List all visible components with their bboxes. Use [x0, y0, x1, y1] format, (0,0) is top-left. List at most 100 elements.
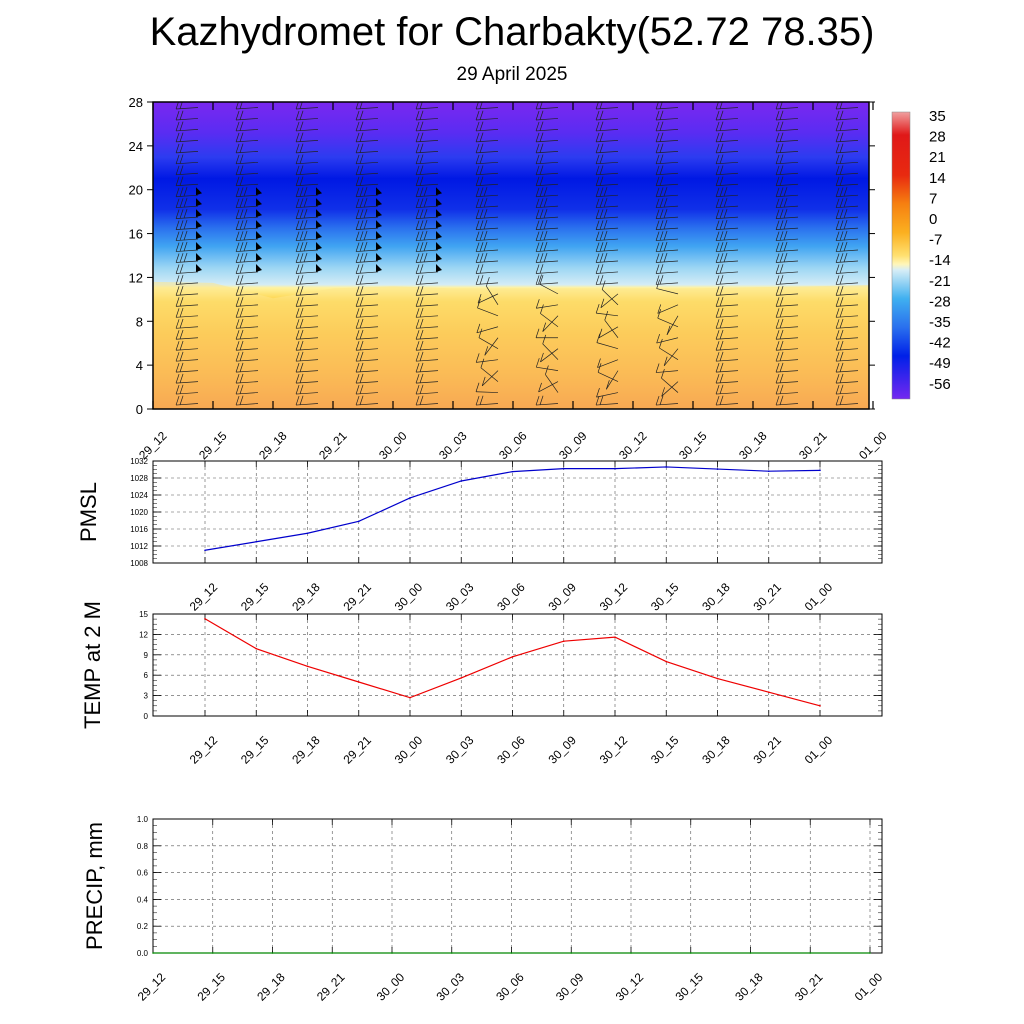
x-tick-label: 29_21: [340, 733, 374, 767]
wind-barb-flag: [179, 154, 184, 164]
wind-barb-shaft: [536, 161, 559, 165]
wind-barb-flag: [179, 231, 184, 241]
wind-barb-flag: [355, 187, 360, 197]
wind-barb-flag: [235, 275, 240, 285]
wind-barb-shaft: [356, 304, 379, 307]
wind-barb-flag: [475, 231, 480, 241]
wind-barb-flag: [239, 165, 244, 175]
data-point: [716, 677, 719, 680]
wind-barb-shaft: [236, 293, 259, 296]
wind-barb-flag: [476, 323, 481, 333]
y-tick-label: 0.0: [137, 949, 149, 958]
wind-barb-shaft: [356, 194, 379, 198]
wind-barb-flag: [715, 187, 720, 197]
wind-barb-shaft: [776, 216, 799, 220]
wind-barb-flag: [539, 187, 544, 197]
x-tick-label: 30_03: [443, 733, 477, 767]
wind-barb-shaft: [296, 293, 319, 296]
wind-barb-shaft: [540, 348, 559, 363]
wind-barb-flag: [295, 275, 300, 285]
wind-barb-shaft: [356, 260, 379, 263]
wind-barb-shaft: [661, 377, 679, 393]
wind-barb-shaft: [596, 260, 619, 263]
wind-barb-flag: [843, 252, 848, 263]
wind-barb-flag: [603, 230, 608, 241]
wind-barb-flag: [835, 297, 840, 307]
wind-barb-flag: [775, 220, 780, 230]
wind-barb-shaft: [659, 347, 679, 360]
wind-barb-flag: [599, 395, 604, 405]
wind-barb-pennant: [376, 242, 382, 251]
wind-barb-flag: [783, 252, 788, 263]
wind-barb-shaft: [716, 326, 739, 329]
wind-barb-flag: [835, 330, 840, 340]
x-tick-label: 29_18: [289, 733, 323, 767]
plot-frame: [152, 818, 883, 954]
data-point: [211, 952, 214, 954]
wind-barb-flag: [243, 252, 248, 263]
wind-barb-flag: [595, 395, 600, 406]
wind-barb-flag: [359, 275, 364, 285]
x-tick-label: 29_18: [289, 580, 323, 614]
wind-barb-flag: [480, 358, 485, 368]
wind-barb-flag: [183, 241, 188, 252]
wind-barb-flag: [723, 187, 728, 197]
wind-barb-flag: [595, 220, 600, 230]
wind-barb-flag: [299, 275, 304, 285]
wind-barb-flag: [355, 308, 360, 318]
wind-barb-flag: [175, 308, 180, 318]
wind-barb-flag: [299, 242, 304, 252]
wind-barb-shaft: [476, 227, 499, 230]
wind-barb-flag: [295, 154, 300, 164]
wind-barb-flag: [239, 176, 244, 186]
wind-barb-shaft: [716, 392, 739, 395]
wind-barb-flag: [603, 198, 608, 208]
wind-barb-flag: [839, 318, 844, 329]
wind-barb-shaft: [596, 183, 619, 187]
data-point: [306, 665, 309, 668]
y-tick-label: 1012: [130, 542, 148, 551]
wind-barb-shaft: [416, 205, 439, 209]
wind-barb-flag: [235, 176, 240, 186]
wind-barb-flag: [545, 365, 549, 375]
wind-barb-flag: [659, 121, 664, 131]
wind-barb-shaft: [236, 326, 259, 329]
wind-barb-flag: [779, 373, 784, 383]
wind-barb-flag: [723, 208, 728, 219]
wind-barb-flag: [359, 187, 364, 197]
wind-barb-shaft: [176, 392, 199, 395]
x-tick-label: 30_18: [732, 970, 766, 1004]
wind-barb-flag: [655, 176, 660, 186]
wind-barb-flag: [419, 373, 424, 383]
wind-barb-flag: [179, 176, 184, 186]
wind-barb-flag: [535, 358, 540, 368]
wind-barb-flag: [603, 241, 608, 252]
wind-barb-shaft: [296, 403, 319, 406]
wind-barb-shaft: [356, 107, 379, 110]
x-tick-label: 30_15: [672, 970, 706, 1004]
wind-barb-flag: [235, 395, 240, 406]
wind-barb-flag: [235, 143, 240, 153]
wind-barb-flag: [775, 275, 780, 285]
wind-barb-shaft: [416, 359, 439, 362]
wind-barb-flag: [355, 275, 360, 285]
wind-barb-shaft: [176, 129, 199, 132]
wind-barb-flag: [599, 242, 604, 252]
wind-barb-flag: [175, 121, 180, 132]
wind-barb-shaft: [656, 172, 679, 176]
wind-barb-flag: [179, 275, 184, 285]
y-tick-label: 1028: [130, 474, 148, 483]
wind-barb-flag: [539, 253, 544, 263]
x-tick-label: 29_21: [316, 428, 350, 462]
wind-barb-flag: [179, 121, 184, 131]
wind-barb-flag: [239, 264, 244, 274]
x-tick-label: 30_03: [443, 580, 477, 614]
wind-barb-flag: [303, 241, 308, 252]
wind-barb-shaft: [836, 194, 859, 198]
wind-barb-shaft: [836, 370, 859, 373]
wind-barb-shaft: [236, 348, 259, 351]
wind-barb-shaft: [596, 271, 619, 274]
wind-barb-flag: [355, 264, 360, 274]
data-point: [819, 705, 821, 707]
wind-barb-flag: [596, 333, 601, 343]
